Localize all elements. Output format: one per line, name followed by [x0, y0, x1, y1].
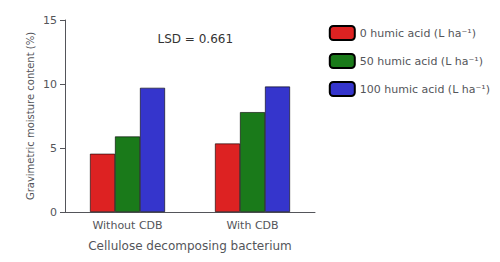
svg-text:LSD = 0.661: LSD = 0.661	[158, 32, 234, 46]
svg-text:100 humic acid (L ha⁻¹): 100 humic acid (L ha⁻¹)	[360, 83, 490, 96]
svg-text:Cellulose decomposing bacteriu: Cellulose decomposing bacterium	[88, 239, 292, 253]
svg-text:0: 0	[50, 206, 57, 219]
svg-text:50 humic acid (L ha⁻¹): 50 humic acid (L ha⁻¹)	[360, 55, 483, 68]
svg-text:10: 10	[43, 78, 57, 91]
svg-text:Without CDB: Without CDB	[92, 219, 162, 232]
svg-text:5: 5	[50, 142, 57, 155]
svg-text:With CDB: With CDB	[226, 219, 278, 232]
svg-text:15: 15	[43, 14, 57, 27]
svg-text:Gravimetric moisture content (: Gravimetric moisture content (%)	[25, 32, 36, 200]
svg-text:0 humic acid (L ha⁻¹): 0 humic acid (L ha⁻¹)	[360, 27, 476, 40]
